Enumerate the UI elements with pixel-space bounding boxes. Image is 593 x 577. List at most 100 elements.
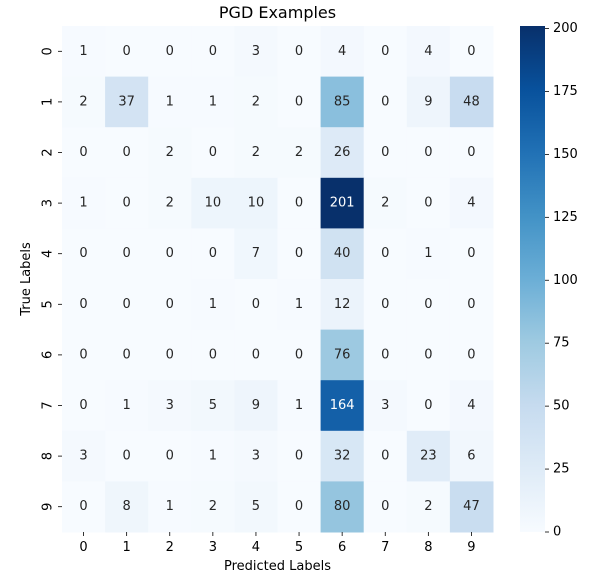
cell-value-label: 4 [338,44,346,59]
heatmap-cell [320,481,365,533]
cell-value-label: 7 [252,246,260,261]
x-tick-label: 0 [79,540,87,555]
cell-value-label: 0 [166,449,174,464]
heatmap-cell [105,481,149,533]
heatmap-cell [449,127,494,179]
heatmap-cell [191,26,235,78]
cell-value-label: 3 [166,398,174,413]
heatmap-cell [191,481,235,533]
cell-value-label: 2 [79,94,87,109]
heatmap-cell [234,481,278,533]
heatmap-cell [148,177,192,229]
cell-value-label: 1 [123,398,131,413]
heatmap-cell [449,279,494,331]
heatmap-cell [320,127,365,179]
cell-value-label: 0 [467,145,475,160]
x-tick-label: 9 [467,540,475,555]
cell-value-label: 0 [381,297,389,312]
heatmap-cell [234,76,278,128]
cell-value-label: 10 [205,196,222,211]
cell-value-label: 0 [166,297,174,312]
cell-value-label: 0 [123,347,131,362]
heatmap-cell [406,177,451,229]
heatmap-cell [449,177,494,229]
cell-value-label: 0 [166,246,174,261]
cell-value-label: 0 [79,145,87,160]
cell-value-label: 8 [123,499,131,514]
x-tick-label: 2 [166,540,174,555]
heatmap-cell [277,430,322,482]
cell-value-label: 0 [381,347,389,362]
cell-value-label: 3 [79,449,87,464]
heatmap-cell [191,279,235,331]
heatmap-cell [363,76,408,128]
y-tick-label: 3 [41,199,56,207]
cell-value-label: 0 [123,44,131,59]
heatmap-cell [449,481,494,533]
heatmap-cell [148,329,192,381]
cell-value-label: 10 [248,196,265,211]
cell-value-label: 0 [424,398,432,413]
cell-value-label: 5 [252,499,260,514]
cell-value-label: 12 [334,297,351,312]
heatmap-cell [449,26,494,78]
cell-value-label: 2 [166,196,174,211]
heatmap-cell [191,177,235,229]
heatmap-cell [363,380,408,432]
cell-value-label: 80 [334,499,351,514]
heatmap-cell [62,430,106,482]
heatmap-cell [105,430,149,482]
heatmap-cell [148,127,192,179]
x-tick-label: 1 [123,540,131,555]
heatmap-cell [406,279,451,331]
cell-value-label: 47 [463,499,480,514]
cell-value-label: 1 [166,499,174,514]
heatmap-cell [406,127,451,179]
heatmap-cell [320,329,365,381]
heatmap-cell [191,76,235,128]
y-tick-label: 4 [41,250,56,258]
cell-value-label: 0 [252,297,260,312]
cell-value-label: 0 [467,44,475,59]
cell-value-label: 0 [381,449,389,464]
cell-value-label: 2 [381,196,389,211]
cell-value-label: 164 [330,398,355,413]
cell-value-label: 2 [166,145,174,160]
x-tick-label: 7 [381,540,389,555]
heatmap-cell [277,177,322,229]
cell-value-label: 2 [252,145,260,160]
heatmap-cell [234,228,278,280]
cell-value-label: 0 [123,196,131,211]
heatmap-cell [234,329,278,381]
cell-value-label: 0 [166,347,174,362]
heatmap-cell [148,228,192,280]
cell-value-label: 0 [209,246,217,261]
heatmap-cell [105,26,149,78]
cell-value-label: 76 [334,347,351,362]
heatmap-cell [62,481,106,533]
cell-value-label: 2 [209,499,217,514]
heatmap-cell [234,279,278,331]
cell-value-label: 23 [420,449,437,464]
cell-value-label: 0 [209,347,217,362]
colorbar-tick-label: 0 [553,525,561,540]
y-tick-label: 2 [41,148,56,156]
heatmap-cell [62,76,106,128]
heatmap-cell [363,26,408,78]
cell-value-label: 1 [295,297,303,312]
chart-title: PGD Examples [219,3,336,22]
cell-value-label: 0 [79,499,87,514]
heatmap-cell [320,228,365,280]
heatmap-cell [406,329,451,381]
heatmap-cell [277,228,322,280]
cell-value-label: 0 [467,347,475,362]
cell-value-label: 0 [79,297,87,312]
heatmap-cell [363,329,408,381]
heatmap-cell [277,380,322,432]
cell-value-label: 0 [467,297,475,312]
heatmap-cell [62,228,106,280]
cell-value-label: 0 [381,145,389,160]
heatmap-cell [105,177,149,229]
y-tick-label: 7 [41,401,56,409]
cell-value-label: 1 [424,246,432,261]
